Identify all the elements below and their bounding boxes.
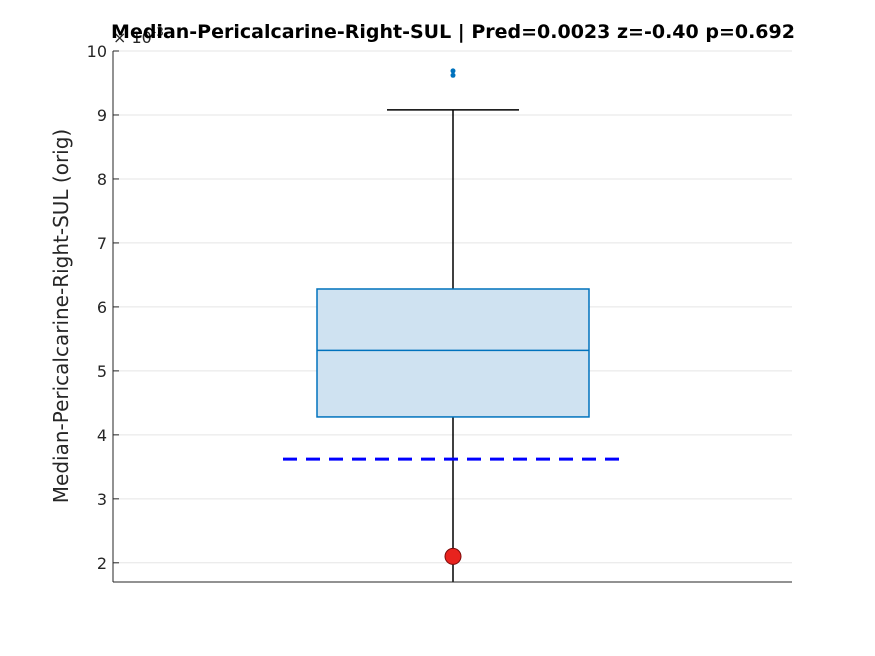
- y-tick-label: 7: [97, 234, 107, 253]
- y-tick-label: 4: [97, 426, 107, 445]
- boxplot: [283, 68, 623, 582]
- y-tick-label: 6: [97, 298, 107, 317]
- outlier-point: [450, 68, 456, 74]
- y-exponent-label: × 10-3: [113, 25, 164, 47]
- y-tick-label: 2: [97, 554, 107, 573]
- y-tick-label: 8: [97, 170, 107, 189]
- chart-title: Median-Pericalcarine-Right-SUL | Pred=0.…: [111, 21, 795, 43]
- y-tick-label: 10: [87, 42, 107, 61]
- y-tick-label: 5: [97, 362, 107, 381]
- iqr-box: [316, 288, 590, 418]
- outlier-point: [450, 72, 456, 78]
- axes: [112, 51, 792, 583]
- y-ticks: 2 3 4 5 6 7 8 9 10: [87, 42, 119, 573]
- y-tick-label: 9: [97, 106, 107, 125]
- subject-marker: [444, 547, 462, 565]
- y-tick-label: 3: [97, 490, 107, 509]
- y-axis-label: Median-Pericalcarine-Right-SUL (orig): [49, 129, 73, 503]
